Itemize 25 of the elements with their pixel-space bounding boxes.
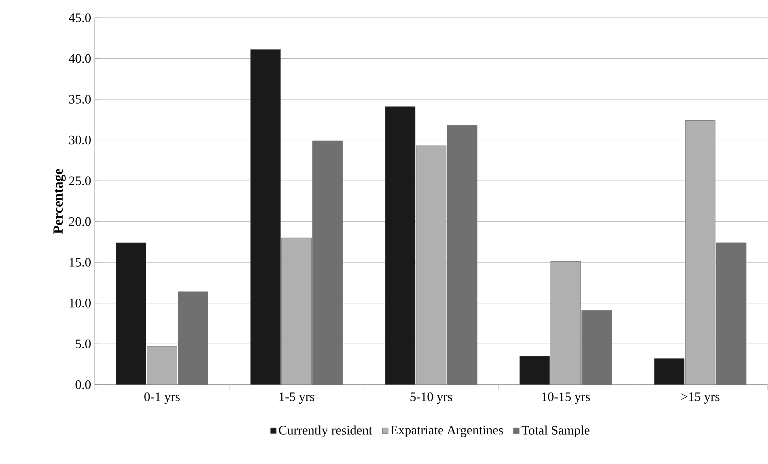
y-tick-label: 30.0	[69, 136, 91, 145]
y-tick-label: 15.0	[70, 258, 91, 268]
y-tick-label: 40.0	[69, 54, 91, 64]
legend-label: Expatriate Argentines	[390, 426, 504, 438]
bar	[654, 358, 685, 385]
x-tick-label: 10-15 yrs	[542, 392, 590, 404]
y-tick-label: 20.0	[69, 218, 91, 226]
bar	[116, 242, 146, 385]
x-tick-label: >15 yrs	[682, 392, 720, 404]
x-tick-label: 1-5 yrs	[280, 392, 315, 404]
y-tick-label: 45.0	[69, 14, 91, 22]
legend-label: Currently resident	[279, 426, 372, 438]
bar	[385, 106, 416, 385]
y-tick-label: 35.0	[69, 95, 91, 104]
bar	[520, 356, 550, 385]
x-tick-label: 0-1 yrs	[144, 392, 180, 404]
bar	[250, 50, 282, 385]
y-tick-label: 0.0	[76, 380, 91, 390]
legend-label: Total Sample	[522, 426, 590, 438]
x-tick-label: 5-10 yrs	[410, 392, 452, 404]
y-tick-label: 10.0	[70, 299, 91, 308]
y-axis-title: Percentage	[54, 169, 66, 234]
y-tick-label: 5.0	[76, 340, 91, 349]
bar	[147, 346, 178, 385]
y-tick-label: 25.0	[69, 176, 91, 186]
